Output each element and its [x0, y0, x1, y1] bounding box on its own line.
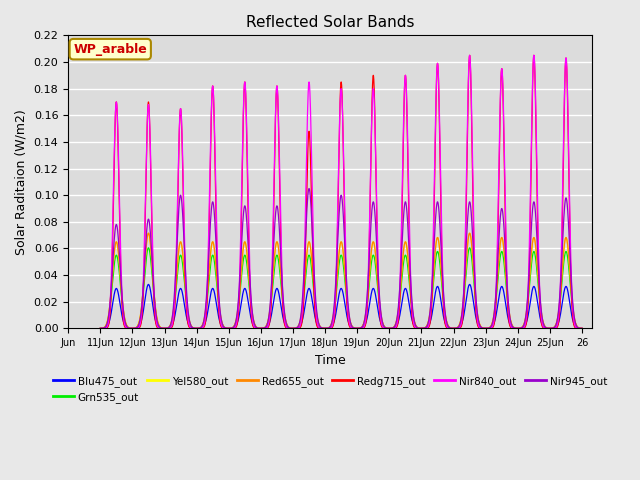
Nir840_out	[388, 325, 396, 331]
Nir945_out	[200, 319, 207, 325]
Legend: Blu475_out, Grn535_out, Yel580_out, Red655_out, Redg715_out, Nir840_out, Nir945_: Blu475_out, Grn535_out, Yel580_out, Red6…	[49, 372, 611, 407]
Nir840_out	[231, 325, 239, 331]
Grn535_out	[532, 263, 540, 268]
Yel580_out	[578, 325, 586, 331]
Blu475_out	[396, 311, 404, 316]
Nir945_out	[305, 186, 313, 192]
Nir840_out	[578, 325, 586, 331]
Blu475_out	[97, 325, 104, 331]
Nir945_out	[396, 278, 404, 284]
Grn535_out	[396, 295, 404, 300]
Blu475_out	[578, 325, 586, 331]
Nir945_out	[578, 325, 586, 331]
Line: Redg715_out: Redg715_out	[100, 55, 582, 328]
Red655_out	[97, 325, 104, 331]
Nir840_out	[97, 325, 104, 331]
Blu475_out	[200, 324, 207, 329]
Redg715_out	[388, 325, 396, 331]
Grn535_out	[200, 320, 207, 325]
Redg715_out	[231, 325, 239, 331]
Red655_out	[578, 325, 586, 331]
Yel580_out	[97, 325, 104, 331]
Red655_out	[578, 325, 586, 331]
Red655_out	[231, 321, 239, 327]
Line: Red655_out: Red655_out	[100, 233, 582, 328]
Grn535_out	[145, 245, 152, 251]
Nir945_out	[578, 325, 586, 331]
Grn535_out	[388, 325, 396, 331]
Red655_out	[200, 319, 207, 324]
Red655_out	[396, 289, 404, 295]
Blu475_out	[388, 325, 396, 331]
Red655_out	[388, 325, 396, 331]
Nir945_out	[231, 322, 239, 328]
Yel580_out	[145, 230, 152, 236]
Red655_out	[145, 230, 152, 236]
Yel580_out	[200, 319, 207, 324]
Line: Blu475_out: Blu475_out	[100, 285, 582, 328]
Grn535_out	[578, 325, 586, 331]
Line: Yel580_out: Yel580_out	[100, 233, 582, 328]
Title: Reflected Solar Bands: Reflected Solar Bands	[246, 15, 414, 30]
Redg715_out	[532, 151, 540, 156]
Nir840_out	[530, 52, 538, 58]
Nir840_out	[578, 325, 586, 331]
Redg715_out	[578, 325, 586, 331]
Red655_out	[532, 251, 540, 257]
Grn535_out	[97, 325, 104, 331]
Redg715_out	[530, 52, 538, 58]
Nir840_out	[532, 137, 540, 143]
Nir945_out	[532, 225, 540, 230]
Blu475_out	[532, 292, 540, 298]
Grn535_out	[578, 325, 586, 331]
Yel580_out	[532, 251, 540, 257]
Yel580_out	[578, 325, 586, 331]
Blu475_out	[231, 324, 239, 330]
Text: WP_arable: WP_arable	[74, 43, 147, 56]
Nir840_out	[396, 278, 404, 284]
Yel580_out	[388, 325, 396, 331]
Redg715_out	[396, 292, 404, 298]
Line: Grn535_out: Grn535_out	[100, 248, 582, 328]
Nir840_out	[200, 324, 207, 329]
X-axis label: Time: Time	[314, 354, 346, 367]
Y-axis label: Solar Raditaion (W/m2): Solar Raditaion (W/m2)	[15, 109, 28, 255]
Line: Nir840_out: Nir840_out	[100, 55, 582, 328]
Redg715_out	[578, 325, 586, 331]
Blu475_out	[145, 282, 152, 288]
Redg715_out	[200, 325, 207, 331]
Line: Nir945_out: Nir945_out	[100, 189, 582, 328]
Nir945_out	[97, 325, 104, 331]
Yel580_out	[396, 289, 404, 295]
Blu475_out	[578, 325, 586, 331]
Yel580_out	[231, 321, 239, 327]
Grn535_out	[231, 322, 239, 328]
Nir945_out	[388, 325, 396, 331]
Redg715_out	[97, 325, 104, 331]
